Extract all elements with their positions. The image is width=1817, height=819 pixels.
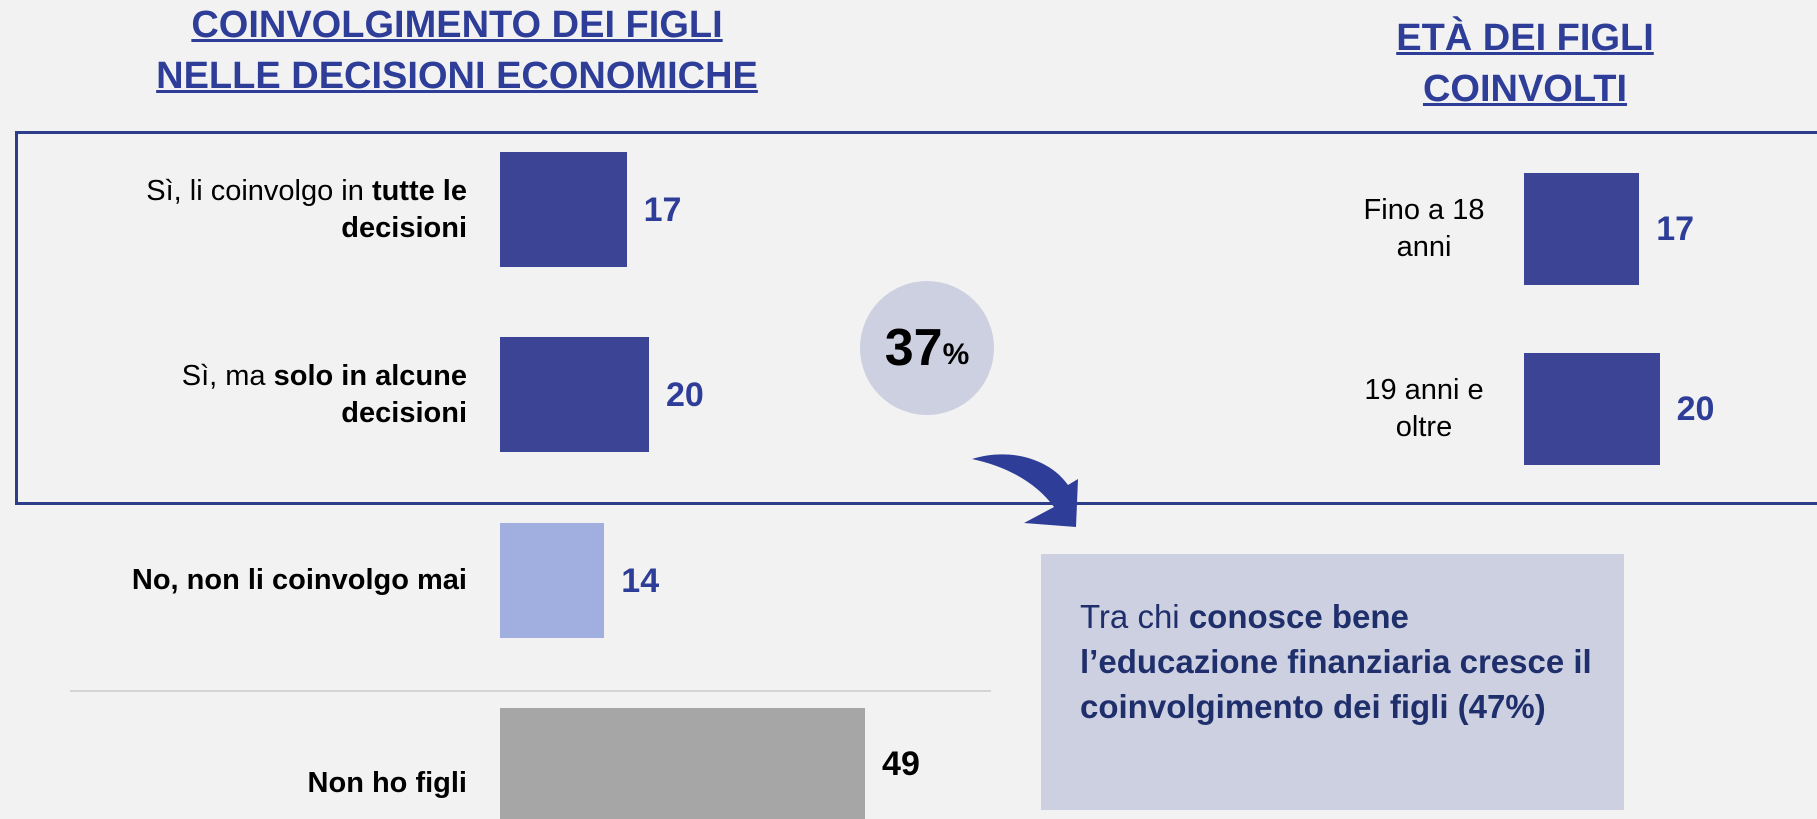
category-label: Non ho figli [67,765,467,802]
category-plain: Sì, ma [181,359,266,392]
chart-title: COINVOLGIMENTO DEI FIGLI [191,4,723,46]
value-label: 20 [1676,390,1715,428]
callout-text: Tra chi conosce bene l’educazione finanz… [1080,594,1600,729]
chart-title: NELLE DECISIONI ECONOMICHE [156,55,758,97]
category-bold: solo in alcune decisioni [273,359,467,429]
bar [500,523,605,638]
highlight-value: 37 [884,319,943,377]
highlight-frame [15,131,1817,505]
separator [70,690,991,692]
bar [500,708,866,819]
highlight-circle: 37% [860,281,994,415]
callout-box: Tra chi conosce bene l’educazione finanz… [1041,554,1624,810]
category-bold: No, non li coinvolgo mai [131,564,467,596]
category-plain: 19 anni e oltre [1364,374,1484,443]
value-label: 14 [621,561,660,600]
arrow [972,454,1078,527]
value-label: 17 [1656,210,1695,248]
chart-title: COINVOLTI [1422,68,1628,110]
category-label: 19 anni e oltre [1344,372,1504,446]
callout-bold: conosce bene l’educazione finanziaria cr… [1080,598,1592,725]
bar [1524,353,1660,465]
callout-plain: Tra chi [1080,598,1180,635]
category-label: Sì, li coinvolgo in tutte le decisioni [67,173,467,247]
bar [500,152,627,267]
category-label: Fino a 18 anni [1344,192,1504,266]
value-label: 20 [666,375,704,414]
category-label: Sì, ma solo in alcune decisioni [67,358,467,432]
value-label: 49 [882,744,920,783]
category-label: No, non li coinvolgo mai [67,562,467,599]
category-bold: tutte le decisioni [341,174,467,244]
category-bold: Non ho figli [307,767,467,799]
value-label: 17 [643,190,682,229]
category-plain: Fino a 18 anni [1363,194,1485,263]
bar [1524,173,1640,285]
chart-title: ETÀ DEI FIGLI [1396,17,1654,59]
category-plain: Sì, li coinvolgo in [146,174,364,207]
highlight-suffix: % [942,338,970,371]
bar [500,337,649,452]
